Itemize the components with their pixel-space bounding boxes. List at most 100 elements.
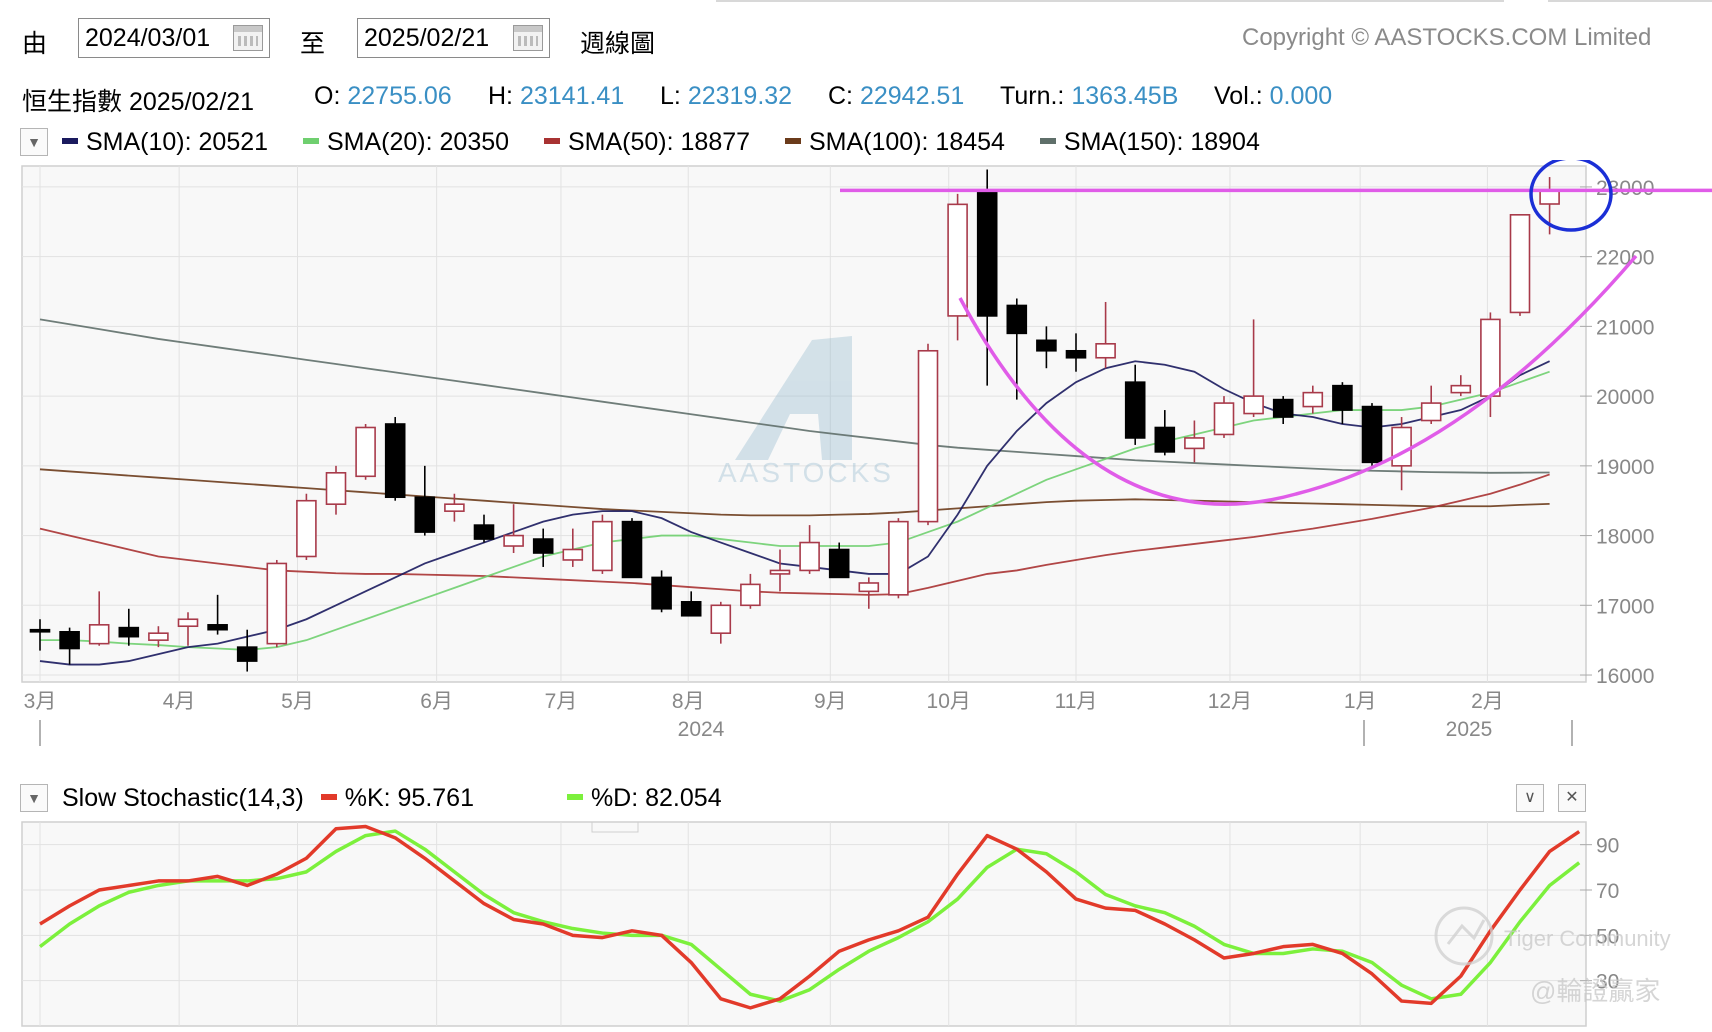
- to-date-field[interactable]: 2025/02/21: [357, 18, 550, 58]
- candle-body: [118, 626, 140, 638]
- candle: [1420, 385, 1442, 424]
- sma150-legend: SMA(150): 18904: [1039, 128, 1260, 157]
- stoch-plot-area: [21, 821, 1587, 1027]
- candle-body: [828, 548, 850, 579]
- community-watermark: Tiger Community @輪證贏家: [1434, 906, 1671, 1006]
- x-year-label: 2025: [1446, 718, 1493, 741]
- stochastic-chart[interactable]: 30 50 70 90 Tiger Community @輪證贏家: [0, 816, 1712, 1032]
- d-swatch: [566, 794, 583, 801]
- candle-body: [1213, 402, 1235, 436]
- candle-body: [680, 601, 702, 617]
- candle-body: [858, 582, 880, 593]
- candle-body: [1391, 426, 1412, 467]
- candle: [976, 169, 998, 386]
- x-month-label: 12月: [1208, 690, 1252, 713]
- stoch-dropdown[interactable]: ▼: [20, 784, 48, 812]
- sma-legend: SMA(10): 20521 SMA(20): 20350 SMA(50): 1…: [62, 128, 1288, 157]
- candle-body: [1332, 384, 1353, 411]
- price-chart[interactable]: 16000 17000 18000 19000 20000 21000 22000 23000…: [0, 160, 1712, 760]
- candle: [562, 528, 584, 567]
- candle: [148, 626, 169, 648]
- candle-body: [947, 203, 968, 317]
- candle-body: [296, 499, 317, 558]
- candle-body: [740, 583, 761, 607]
- candle-body: [888, 520, 909, 596]
- handle-watermark-text: @輪證贏家: [1530, 976, 1660, 1006]
- candle: [858, 577, 880, 609]
- calendar-icon[interactable]: [233, 25, 263, 51]
- candle-body: [1243, 395, 1264, 415]
- quote-turnover: Turn.: 1363.45B: [1000, 82, 1179, 110]
- from-date-value: 2024/03/01: [85, 24, 211, 52]
- community-watermark-text: Tiger Community: [1504, 926, 1671, 951]
- candle-body: [384, 423, 406, 499]
- candle-body: [769, 569, 791, 575]
- candle-body: [414, 496, 436, 533]
- candle: [1006, 298, 1028, 400]
- candle: [355, 424, 376, 480]
- candle-body: [1124, 381, 1146, 439]
- candle: [325, 465, 347, 515]
- quote-open: O: 22755.06: [314, 82, 452, 110]
- quote-volume: Vol.: 0.000: [1214, 82, 1333, 110]
- stoch-k-line: [39, 824, 1581, 1010]
- candle-body: [236, 646, 258, 662]
- candle: [917, 343, 939, 526]
- watermark-text: AASTOCKS: [718, 457, 894, 488]
- candle-body: [1036, 339, 1057, 352]
- candle-body: [325, 472, 347, 505]
- candle-body: [444, 503, 465, 512]
- sma100-swatch: [785, 138, 801, 145]
- x-month-label: 8月: [672, 690, 705, 713]
- quote-close: C: 22942.51: [828, 82, 965, 110]
- collapse-button[interactable]: ∨: [1516, 784, 1544, 812]
- calendar-icon[interactable]: [513, 25, 543, 51]
- from-label: 由: [22, 30, 48, 58]
- main-chart-dropdown[interactable]: ▼: [20, 128, 48, 156]
- tiger-logo-mark: [1446, 919, 1486, 945]
- x-month-label: 10月: [927, 690, 971, 713]
- candle: [1361, 403, 1383, 466]
- stoch-title: Slow Stochastic(14,3): [62, 784, 304, 812]
- y-tick-label: 16000: [1596, 665, 1654, 688]
- y-tick-label: 17000: [1596, 595, 1654, 618]
- candle: [177, 612, 199, 646]
- candle: [947, 193, 968, 341]
- candle-body: [976, 189, 998, 317]
- candle: [1124, 364, 1146, 445]
- candle: [414, 465, 436, 536]
- candle-body: [266, 562, 288, 645]
- candle-body: [1065, 349, 1087, 359]
- from-date-field[interactable]: 2024/03/01: [78, 18, 270, 58]
- x-month-label: 3月: [24, 690, 57, 713]
- close-panel-button[interactable]: ✕: [1558, 784, 1586, 812]
- candle: [1213, 396, 1235, 438]
- candle-body: [1154, 426, 1176, 453]
- toolbar-top-border-right: [1548, 0, 1712, 2]
- candle: [1450, 375, 1472, 397]
- y-tick-label: 18000: [1596, 526, 1654, 549]
- quote-low: L: 22319.32: [660, 82, 793, 110]
- candle: [1154, 410, 1176, 456]
- toolbar-top-border: [716, 0, 1504, 2]
- candle-body: [1361, 405, 1383, 464]
- candle-body: [1480, 318, 1501, 397]
- sma10-swatch: [62, 138, 78, 145]
- candle-body: [562, 548, 584, 561]
- to-label: 至: [300, 30, 326, 58]
- x-month-label: 7月: [545, 690, 578, 713]
- candle-body: [917, 349, 939, 523]
- k-legend: %K: 95.761: [344, 784, 474, 812]
- copyright-text: Copyright © AASTOCKS.COM Limited: [1242, 24, 1652, 51]
- sma10-line: [39, 360, 1550, 666]
- candle-body: [88, 624, 110, 645]
- candle: [888, 518, 909, 599]
- candle-body: [1302, 391, 1324, 408]
- candle: [1243, 319, 1264, 418]
- candle: [29, 619, 51, 651]
- candle-body: [651, 576, 672, 610]
- d-legend: %D: 82.054: [590, 784, 722, 812]
- to-date-value: 2025/02/21: [364, 24, 490, 52]
- period-selector[interactable]: 週線圖: [580, 30, 656, 58]
- annotation-cup-curve: [958, 254, 1638, 506]
